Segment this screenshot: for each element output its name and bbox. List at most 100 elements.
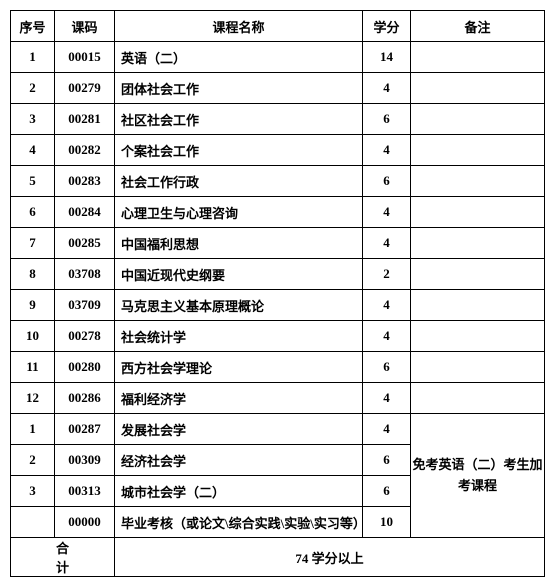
cell-seq: 7 — [11, 228, 55, 259]
cell-name: 社区社会工作 — [115, 104, 363, 135]
cell-code: 00287 — [55, 414, 115, 445]
header-row: 序号 课码 课程名称 学分 备注 — [11, 11, 545, 42]
cell-credit: 4 — [363, 414, 411, 445]
cell-name: 发展社会学 — [115, 414, 363, 445]
cell-credit: 4 — [363, 228, 411, 259]
cell-seq: 5 — [11, 166, 55, 197]
cell-name: 西方社会学理论 — [115, 352, 363, 383]
cell-credit: 6 — [363, 476, 411, 507]
cell-seq: 9 — [11, 290, 55, 321]
cell-remark — [411, 73, 545, 104]
cell-code: 00286 — [55, 383, 115, 414]
cell-seq: 1 — [11, 414, 55, 445]
cell-code: 03708 — [55, 259, 115, 290]
cell-credit: 6 — [363, 352, 411, 383]
cell-credit: 6 — [363, 104, 411, 135]
total-value: 74 学分以上 — [115, 538, 545, 577]
cell-code: 00283 — [55, 166, 115, 197]
cell-credit: 10 — [363, 507, 411, 538]
cell-seq: 11 — [11, 352, 55, 383]
cell-credit: 4 — [363, 73, 411, 104]
cell-remark — [411, 197, 545, 228]
cell-seq: 10 — [11, 321, 55, 352]
cell-seq: 8 — [11, 259, 55, 290]
cell-remark — [411, 383, 545, 414]
total-row: 合计74 学分以上 — [11, 538, 545, 577]
cell-credit: 4 — [363, 135, 411, 166]
cell-name: 中国福利思想 — [115, 228, 363, 259]
table-row: 1200286福利经济学4 — [11, 383, 545, 414]
cell-credit: 14 — [363, 42, 411, 73]
cell-remark — [411, 104, 545, 135]
cell-code: 00284 — [55, 197, 115, 228]
table-row: 500283社会工作行政6 — [11, 166, 545, 197]
cell-credit: 2 — [363, 259, 411, 290]
cell-credit: 6 — [363, 166, 411, 197]
course-table: 序号 课码 课程名称 学分 备注 100015英语（二）14200279团体社会… — [10, 10, 545, 577]
table-row: 100015英语（二）14 — [11, 42, 545, 73]
cell-seq: 2 — [11, 445, 55, 476]
cell-name: 城市社会学（二） — [115, 476, 363, 507]
cell-name: 社会统计学 — [115, 321, 363, 352]
cell-name: 马克思主义基本原理概论 — [115, 290, 363, 321]
cell-code: 00309 — [55, 445, 115, 476]
cell-name: 经济社会学 — [115, 445, 363, 476]
cell-remark — [411, 166, 545, 197]
cell-remark — [411, 259, 545, 290]
cell-seq: 3 — [11, 476, 55, 507]
table-row: 1000278社会统计学4 — [11, 321, 545, 352]
cell-credit: 4 — [363, 197, 411, 228]
cell-name: 英语（二） — [115, 42, 363, 73]
cell-code: 00000 — [55, 507, 115, 538]
cell-name: 福利经济学 — [115, 383, 363, 414]
cell-name: 中国近现代史纲要 — [115, 259, 363, 290]
table-row: 803708中国近现代史纲要2 — [11, 259, 545, 290]
table-row: 300281社区社会工作6 — [11, 104, 545, 135]
cell-code: 00278 — [55, 321, 115, 352]
table-row: 200279团体社会工作4 — [11, 73, 545, 104]
cell-code: 00313 — [55, 476, 115, 507]
cell-seq: 3 — [11, 104, 55, 135]
cell-code: 00280 — [55, 352, 115, 383]
cell-remark — [411, 321, 545, 352]
cell-seq: 12 — [11, 383, 55, 414]
cell-name: 个案社会工作 — [115, 135, 363, 166]
cell-credit: 4 — [363, 290, 411, 321]
header-remark: 备注 — [411, 11, 545, 42]
header-seq: 序号 — [11, 11, 55, 42]
header-code: 课码 — [55, 11, 115, 42]
cell-remark — [411, 42, 545, 73]
cell-seq — [11, 507, 55, 538]
total-label: 合计 — [11, 538, 115, 577]
table-row: 100287发展社会学4免考英语（二）考生加考课程 — [11, 414, 545, 445]
cell-credit: 4 — [363, 321, 411, 352]
cell-remark — [411, 135, 545, 166]
cell-seq: 4 — [11, 135, 55, 166]
cell-seq: 1 — [11, 42, 55, 73]
cell-code: 00015 — [55, 42, 115, 73]
header-credit: 学分 — [363, 11, 411, 42]
cell-name: 毕业考核（或论文\综合实践\实验\实习等） — [115, 507, 363, 538]
cell-code: 00285 — [55, 228, 115, 259]
cell-remark — [411, 228, 545, 259]
cell-code: 03709 — [55, 290, 115, 321]
cell-remark — [411, 352, 545, 383]
table-row: 700285中国福利思想4 — [11, 228, 545, 259]
cell-code: 00281 — [55, 104, 115, 135]
table-row: 400282个案社会工作4 — [11, 135, 545, 166]
table-row: 1100280西方社会学理论6 — [11, 352, 545, 383]
table-row: 903709马克思主义基本原理概论4 — [11, 290, 545, 321]
cell-name: 团体社会工作 — [115, 73, 363, 104]
cell-code: 00282 — [55, 135, 115, 166]
header-name: 课程名称 — [115, 11, 363, 42]
cell-seq: 2 — [11, 73, 55, 104]
cell-credit: 4 — [363, 383, 411, 414]
table-row: 600284心理卫生与心理咨询4 — [11, 197, 545, 228]
cell-seq: 6 — [11, 197, 55, 228]
cell-name: 心理卫生与心理咨询 — [115, 197, 363, 228]
cell-code: 00279 — [55, 73, 115, 104]
cell-remark — [411, 290, 545, 321]
cell-credit: 6 — [363, 445, 411, 476]
cell-name: 社会工作行政 — [115, 166, 363, 197]
cell-remark-group: 免考英语（二）考生加考课程 — [411, 414, 545, 538]
